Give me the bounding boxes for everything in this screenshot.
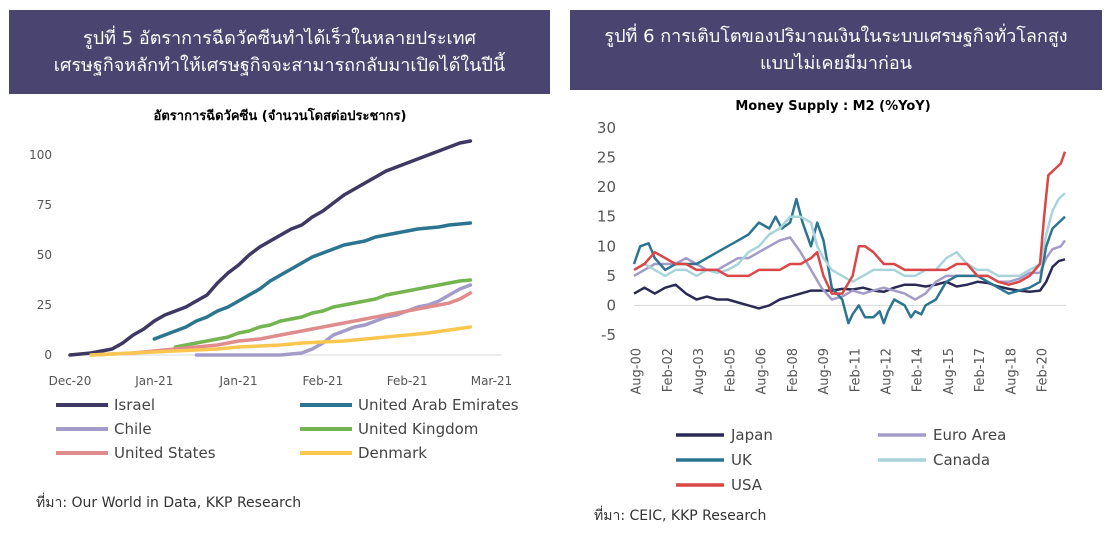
left-y-tick-label: 50	[37, 248, 52, 262]
right-x-tick-label: Feb-17	[973, 348, 988, 392]
legend-label-united-kingdom: United Kingdom	[358, 420, 478, 438]
right-y-tick-label: 15	[597, 208, 616, 226]
right-x-tick-label: Aug-03	[692, 348, 707, 395]
right-x-tick-label: Feb-14	[911, 348, 926, 392]
left-figure-panel: รูปที่ 5 อัตราการฉีดวัคซีนทำได้เร็วในหลา…	[9, 10, 550, 511]
left-y-tick-label: 25	[37, 298, 52, 312]
legend-label-euro-area: Euro Area	[933, 426, 1006, 444]
right-y-tick-label: 25	[597, 149, 616, 167]
legend-label-denmark: Denmark	[358, 444, 427, 462]
series-line-uk	[632, 197, 1066, 325]
right-y-tick-label: 0	[606, 296, 616, 314]
legend-label-canada: Canada	[933, 451, 990, 469]
right-x-tick-label: Aug-12	[879, 348, 894, 395]
right-x-tick-label: Feb-20	[1036, 348, 1051, 392]
right-chart-title: Money Supply : M2 (%YoY)	[735, 99, 930, 114]
legend-label-united-arab-emirates: United Arab Emirates	[358, 396, 519, 414]
right-x-tick-label: Aug-18	[1004, 348, 1019, 395]
series-line-usa	[633, 151, 1067, 295]
series-line-canada	[633, 192, 1066, 284]
right-x-tick-label: Feb-05	[723, 348, 738, 392]
left-x-tick-label: Mar-21	[471, 374, 512, 388]
right-y-tick-label: -5	[601, 326, 616, 344]
right-banner-line-2: แบบไม่เคยมีมาก่อน	[760, 53, 912, 74]
left-y-tick-label: 100	[29, 148, 52, 162]
left-banner-line-1: รูปที่ 5 อัตราการฉีดวัคซีนทำได้เร็วในหลา…	[83, 28, 476, 49]
left-x-tick-label: Jan-21	[219, 374, 258, 388]
right-x-tick-label: Aug-06	[755, 348, 770, 395]
legend-label-usa: USA	[731, 476, 763, 494]
right-figure-panel: รูปที่ 6 การเติบโตของปริมาณเงินในระบบเศร…	[566, 0, 1108, 535]
legend-label-united-states: United States	[114, 444, 216, 462]
right-figure-banner: รูปที่ 6 การเติบโตของปริมาณเงินในระบบเศร…	[570, 10, 1102, 90]
right-x-tick-label: Feb-02	[661, 348, 676, 392]
left-source-note: ที่มา: Our World in Data, KKP Research	[36, 495, 302, 511]
right-y-tick-label: 10	[597, 237, 616, 255]
series-line-united-kingdom	[173, 278, 473, 349]
right-banner-line-1: รูปที่ 6 การเติบโตของปริมาณเงินในระบบเศร…	[604, 26, 1068, 47]
left-x-tick-label: Feb-21	[302, 374, 343, 388]
legend-label-uk: UK	[731, 451, 753, 469]
left-chart-title: อัตราการฉีดวัคซีน (จำนวนโดสต่อประชากร)	[154, 107, 407, 124]
vaccination-chart: อัตราการฉีดวัคซีน (จำนวนโดสต่อประชากร) 0…	[29, 107, 519, 462]
right-x-tick-label: Aug-15	[942, 348, 957, 395]
series-line-denmark	[89, 325, 473, 357]
series-line-israel	[68, 139, 473, 357]
right-x-tick-label: Aug-00	[630, 348, 645, 395]
legend-label-israel: Israel	[114, 396, 155, 414]
right-source-note: ที่มา: CEIC, KKP Research	[594, 508, 767, 524]
series-line-japan	[633, 258, 1066, 310]
left-x-tick-label: Feb-21	[387, 374, 428, 388]
right-y-tick-label: 20	[597, 178, 616, 196]
right-x-tick-label: Feb-08	[786, 348, 801, 392]
left-y-tick-label: 75	[37, 198, 52, 212]
left-figure-banner: รูปที่ 5 อัตราการฉีดวัคซีนทำได้เร็วในหลา…	[9, 10, 550, 94]
money-supply-chart: Money Supply : M2 (%YoY) -5 0 5 10 15 20 25 30 A…	[597, 99, 1067, 494]
left-banner-line-2: เศรษฐกิจหลักทำให้เศรษฐกิจจะสามารถกลับมาเ…	[53, 55, 506, 76]
right-x-tick-label: Feb-11	[848, 348, 863, 392]
left-y-tick-label: 0	[44, 348, 52, 362]
series-line-chile	[194, 283, 473, 357]
legend-label-japan: Japan	[730, 426, 773, 444]
series-line-united-arab-emirates	[152, 221, 473, 341]
right-y-tick-label: 5	[606, 267, 616, 285]
legend-label-chile: Chile	[114, 420, 152, 438]
left-x-tick-label: Jan-21	[134, 374, 173, 388]
right-x-tick-label: Aug-09	[817, 348, 832, 395]
left-x-tick-label: Dec-20	[49, 374, 92, 388]
right-y-tick-label: 30	[597, 119, 616, 137]
